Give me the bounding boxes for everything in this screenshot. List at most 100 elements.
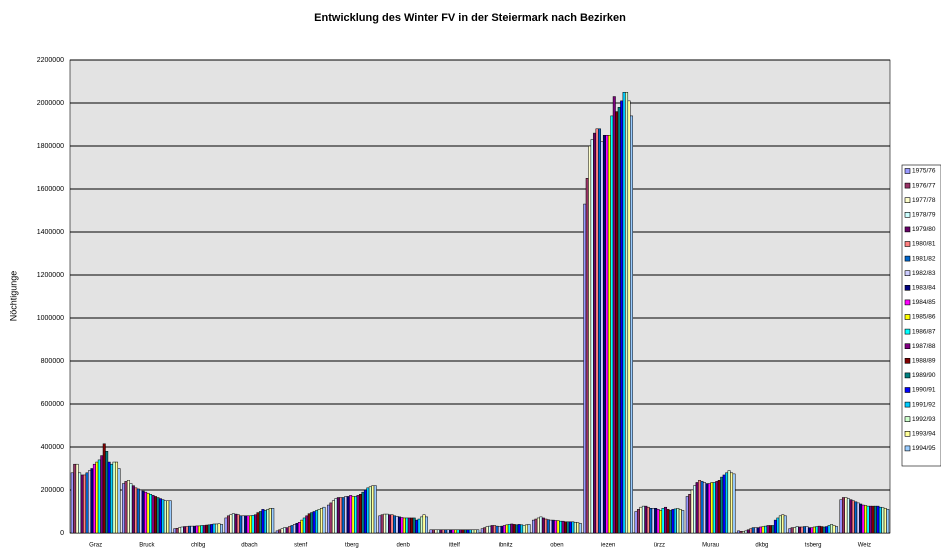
bar — [100, 455, 104, 534]
bar — [695, 482, 699, 534]
bar — [551, 519, 555, 534]
bar — [869, 505, 873, 534]
bar — [590, 139, 594, 534]
bar — [636, 509, 640, 534]
bar — [468, 529, 472, 534]
bar — [390, 514, 394, 534]
bar — [92, 463, 96, 534]
legend-swatch — [904, 328, 911, 335]
legend-label: 1991/92 — [912, 401, 936, 408]
y-tick-label: 600000 — [41, 401, 64, 408]
bar — [778, 515, 782, 534]
y-axis-label: Nöchtigunge — [8, 271, 18, 322]
bar — [790, 527, 794, 534]
bar — [278, 529, 282, 534]
bar — [707, 483, 711, 534]
bar — [312, 511, 316, 534]
x-tick-label: ibnitz — [499, 543, 513, 549]
legend-swatch — [904, 226, 911, 233]
bar — [605, 135, 609, 534]
bar — [361, 491, 365, 534]
bar — [80, 474, 84, 534]
bar — [681, 510, 685, 534]
x-tick-label: ürzz — [654, 543, 665, 549]
bar — [832, 525, 836, 534]
bar — [151, 495, 155, 534]
bar — [512, 524, 516, 534]
bar — [556, 520, 560, 534]
legend-swatch — [904, 314, 911, 320]
legend-label: 1982/83 — [912, 270, 936, 277]
bar — [210, 524, 214, 534]
bar — [136, 488, 140, 534]
bar — [378, 515, 382, 534]
bar — [798, 526, 802, 534]
y-tick-label: 2000000 — [37, 100, 64, 107]
bar — [451, 529, 455, 534]
bar — [769, 525, 772, 534]
legend-swatch — [904, 416, 911, 423]
bar — [366, 487, 370, 534]
bar — [690, 489, 694, 534]
bar — [793, 527, 797, 534]
bar — [349, 495, 353, 534]
bar — [854, 501, 858, 534]
bar — [380, 514, 384, 534]
bar — [78, 472, 82, 534]
bar — [456, 529, 460, 534]
bar — [73, 463, 77, 534]
bar — [525, 524, 529, 534]
bar — [141, 490, 145, 534]
bar — [183, 526, 187, 534]
legend-label: 1976/77 — [912, 182, 936, 189]
bar — [178, 527, 182, 534]
bar — [266, 509, 270, 534]
bar — [659, 510, 663, 534]
legend-label: 1994/95 — [912, 445, 936, 452]
bar — [161, 499, 165, 534]
bar — [751, 527, 755, 534]
bar — [175, 528, 179, 534]
bar — [712, 482, 716, 534]
legend-swatch — [904, 255, 911, 262]
bar — [820, 526, 824, 534]
bar — [290, 525, 294, 534]
y-tick-label: 200000 — [41, 487, 64, 494]
legend-swatch — [904, 241, 911, 247]
legend-label: 1985/86 — [912, 314, 936, 321]
bar — [434, 529, 438, 534]
bar — [827, 525, 831, 534]
bar — [549, 519, 553, 534]
bar — [725, 472, 729, 534]
x-tick-label: denb — [396, 543, 410, 549]
bar — [502, 525, 506, 534]
bar — [444, 529, 448, 534]
bar — [822, 526, 826, 534]
bar — [871, 505, 875, 534]
bar — [344, 496, 348, 534]
legend-label: 1993/94 — [912, 431, 936, 438]
y-tick-label: 1400000 — [37, 229, 64, 236]
bar — [156, 497, 160, 534]
bar — [795, 526, 799, 534]
bar — [534, 518, 538, 534]
bar — [532, 519, 535, 534]
bar — [288, 526, 292, 534]
bar — [883, 508, 887, 534]
bar — [454, 529, 458, 534]
bar — [483, 527, 487, 534]
bar — [520, 524, 524, 534]
legend-label: 1987/88 — [912, 343, 936, 350]
bar — [410, 517, 414, 534]
bar — [480, 528, 484, 534]
bar — [473, 529, 477, 534]
bar — [190, 525, 194, 534]
bar — [573, 522, 577, 534]
legend-label: 1990/91 — [912, 387, 936, 394]
bar — [600, 141, 604, 534]
bar — [334, 498, 338, 534]
bar — [846, 498, 850, 534]
bar — [261, 509, 265, 534]
bar — [812, 526, 816, 534]
bar — [807, 527, 811, 534]
